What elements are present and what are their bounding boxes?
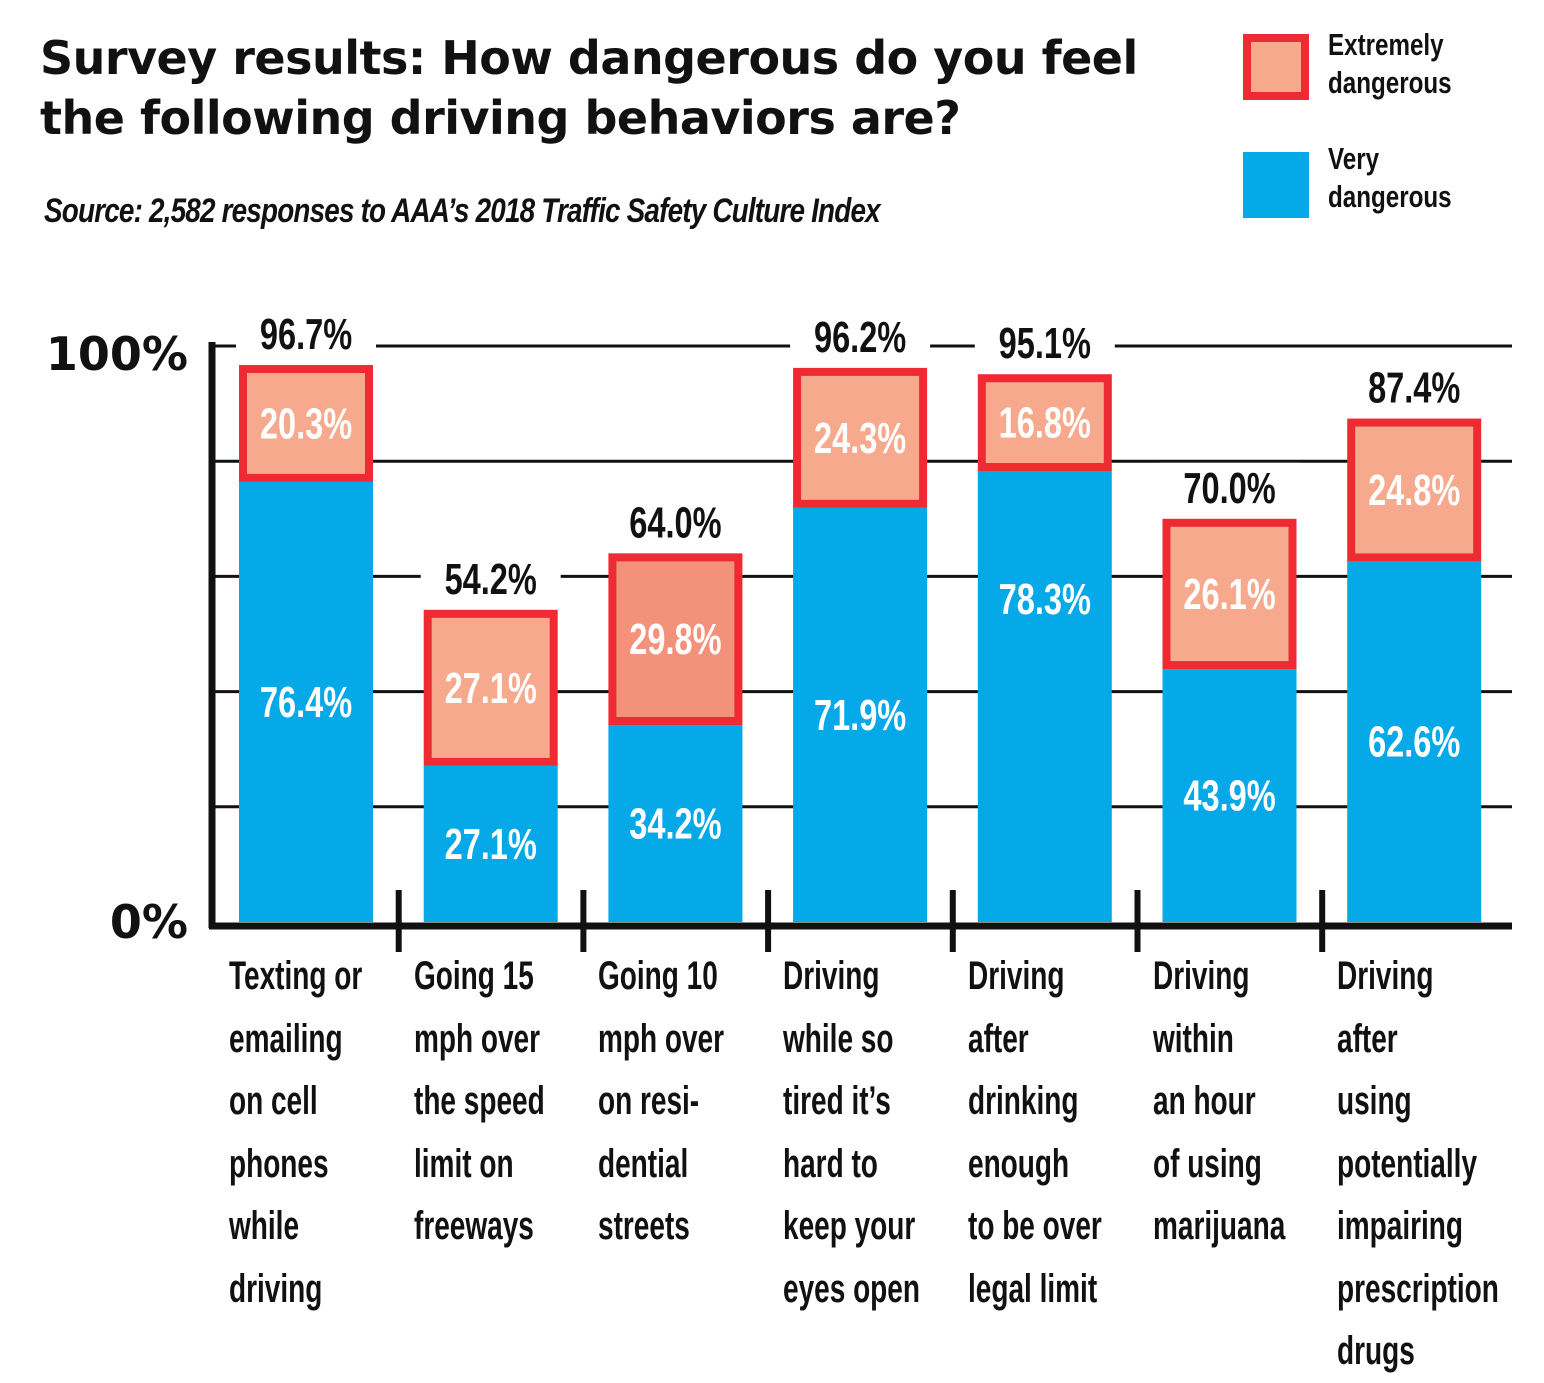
total-label-background <box>790 311 931 358</box>
total-label: 87.4% <box>1368 364 1460 413</box>
total-label: 64.0% <box>629 499 721 548</box>
total-label-background <box>1159 462 1300 509</box>
bar-extremely-dangerous <box>1347 418 1482 562</box>
category-label: Driving after using potentially impairin… <box>1337 954 1499 1373</box>
category-label: Driving within an hour of using marijuan… <box>1152 954 1285 1248</box>
category-label: Texting or emailing on cell phones while… <box>229 954 363 1311</box>
total-label-background <box>420 553 561 600</box>
legend-swatch-very <box>1243 152 1309 218</box>
bar-extremely-dangerous <box>239 365 373 482</box>
extremely-value-label: 24.3% <box>814 414 906 463</box>
category-label: Driving while so tired it’s hard to keep… <box>783 954 921 1311</box>
legend-label-extremely: Extremely dangerous <box>1328 27 1452 100</box>
chart-title: Survey results: How dangerous do you fee… <box>40 31 1138 145</box>
total-label: 70.0% <box>1183 464 1275 513</box>
category-label: Going 10 mph over on resi- dential stree… <box>598 954 725 1248</box>
bar-extremely-dangerous <box>977 374 1112 471</box>
very-value-label: 43.9% <box>1183 772 1275 821</box>
extremely-value-label: 26.1% <box>1183 570 1275 619</box>
chart-subtitle: Source: 2,582 responses to AAA’s 2018 Tr… <box>44 192 881 230</box>
very-value-label: 34.2% <box>629 800 721 849</box>
legend-swatch-extremely <box>1243 34 1309 100</box>
total-label: 54.2% <box>445 555 537 604</box>
bar-extremely-dangerous <box>793 367 928 508</box>
legend-label-very: Very dangerous <box>1328 141 1452 214</box>
very-value-label: 62.6% <box>1368 718 1460 767</box>
extremely-value-label: 20.3% <box>260 400 352 449</box>
bar-very-dangerous <box>793 507 928 922</box>
stacked-bar-chart: 96.7% 20.3% 76.4% 54.2% 27.1% 27.1% 64.0% 29.8%… <box>46 309 1512 952</box>
total-label-background <box>605 497 746 544</box>
bar-extremely-dangerous <box>608 553 743 726</box>
very-value-label: 76.4% <box>260 678 352 727</box>
extremely-value-label: 16.8% <box>999 399 1091 448</box>
extremely-value-label: 27.1% <box>445 664 537 713</box>
bar-very-dangerous <box>1162 669 1297 922</box>
bar-very-dangerous <box>423 765 558 922</box>
category-label: Driving after drinking enough to be over… <box>967 954 1102 1311</box>
total-label-background <box>1344 362 1485 409</box>
very-value-label: 27.1% <box>445 820 537 869</box>
total-label-background <box>974 318 1115 365</box>
y-tick-label-100: 100% <box>46 327 188 381</box>
total-label-background <box>236 309 376 356</box>
extremely-value-label: 29.8% <box>629 616 721 665</box>
total-label: 96.7% <box>260 310 352 359</box>
bar-very-dangerous <box>1347 561 1482 922</box>
total-label: 95.1% <box>999 320 1091 369</box>
total-label: 96.2% <box>814 313 906 362</box>
extremely-value-label: 24.8% <box>1368 466 1460 515</box>
bar-very-dangerous <box>239 481 373 922</box>
very-value-label: 71.9% <box>814 691 906 740</box>
bar-very-dangerous <box>977 470 1112 922</box>
very-value-label: 78.3% <box>999 575 1091 624</box>
category-label: Going 15 mph over the speed limit on fre… <box>413 954 545 1248</box>
bar-extremely-dangerous <box>423 609 558 766</box>
bar-extremely-dangerous <box>1162 518 1297 670</box>
y-tick-label-0: 0% <box>110 895 188 949</box>
bar-very-dangerous <box>608 725 743 922</box>
